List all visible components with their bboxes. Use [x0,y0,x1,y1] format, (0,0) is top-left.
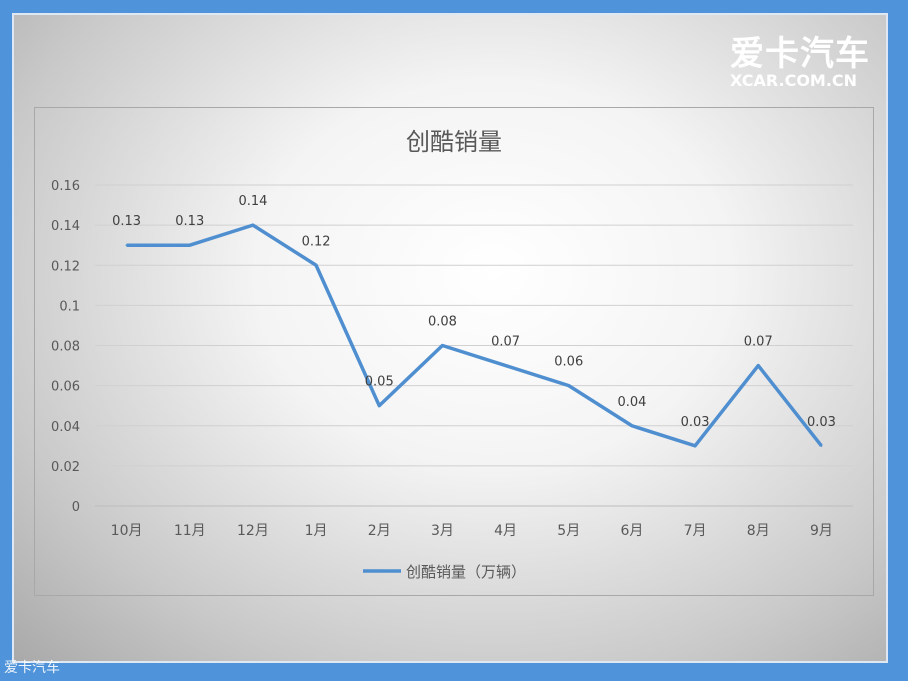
y-tick-label: 0.08 [51,340,80,355]
x-tick-label: 1月 [305,523,328,539]
x-tick-label: 6月 [620,523,643,539]
data-point [694,444,697,447]
y-tick-label: 0.04 [51,420,80,435]
data-point [441,344,444,347]
data-point [125,244,128,247]
data-label: 0.03 [681,415,710,430]
data-label: 0.13 [112,214,141,229]
slide [12,13,888,663]
data-label: 0.05 [365,375,394,390]
data-point [378,404,381,407]
data-point [504,364,507,367]
data-label: 0.07 [491,335,520,350]
data-label: 0.13 [175,214,204,229]
y-tick-label: 0.1 [59,299,80,314]
xcar-logo: 爱卡汽车 XCAR.COM.CN [730,36,870,90]
data-label: 0.07 [744,335,773,350]
x-tick-label: 9月 [810,523,833,539]
data-label: 0.14 [238,194,267,209]
x-tick-label: 3月 [431,523,454,539]
x-tick-label: 8月 [747,523,770,539]
x-tick-label: 10月 [111,523,143,539]
data-label: 0.06 [554,355,583,370]
data-label: 0.08 [428,315,457,330]
data-label: 0.12 [302,234,331,249]
data-point [630,424,633,427]
y-tick-label: 0.14 [51,219,80,234]
x-tick-label: 5月 [557,523,580,539]
data-point [315,264,318,267]
x-tick-label: 12月 [237,523,269,539]
data-label: 0.03 [807,415,836,430]
x-tick-label: 11月 [174,523,206,539]
data-point [567,384,570,387]
x-tick-label: 4月 [494,523,517,539]
y-tick-label: 0 [72,500,80,515]
x-tick-label: 2月 [368,523,391,539]
y-tick-label: 0.02 [51,460,80,475]
x-tick-label: 7月 [684,523,707,539]
chart-title: 创酷销量 [406,128,502,156]
data-label: 0.04 [617,395,646,410]
logo-text-en: XCAR.COM.CN [730,71,858,90]
y-tick-label: 0.12 [51,259,80,274]
data-point [251,224,254,227]
data-point [757,364,760,367]
series-line [126,223,823,448]
chart-area [34,107,874,596]
watermark: 爱卡汽车 [4,660,60,676]
logo-text-cn: 爱卡汽车 [730,34,870,74]
data-point [188,244,191,247]
y-tick-label: 0.06 [51,380,80,395]
legend-label: 创酷销量（万辆） [406,563,526,581]
data-point [820,444,823,447]
y-tick-label: 0.16 [51,179,80,194]
